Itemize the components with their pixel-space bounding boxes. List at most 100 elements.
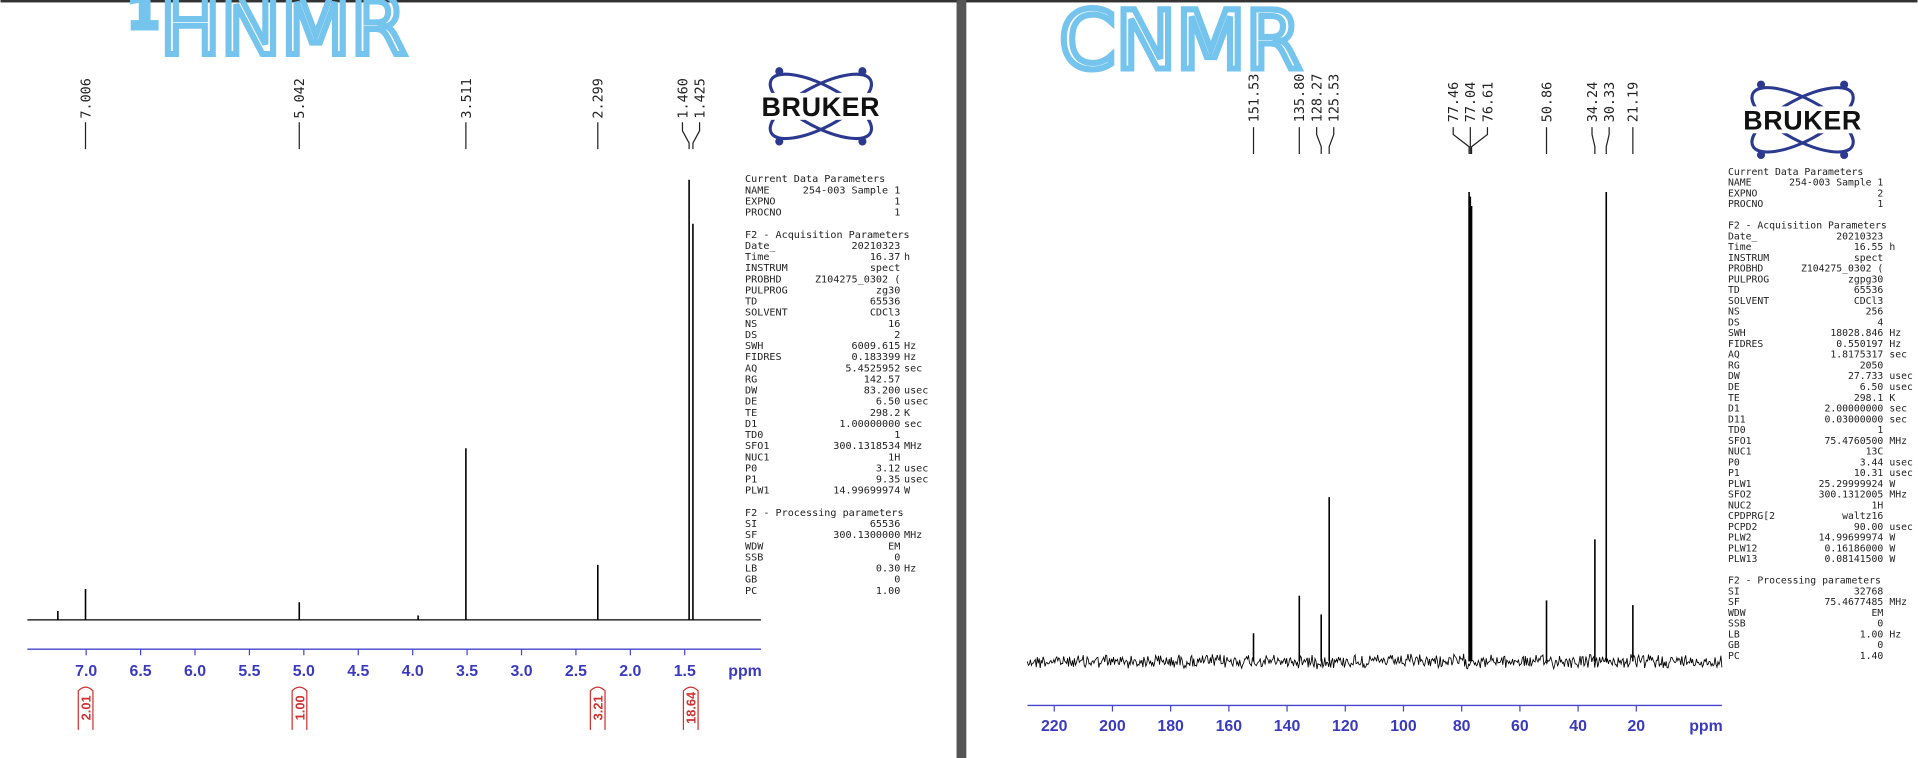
parameter-name: LB: [745, 564, 757, 575]
parameter-name: SF: [1728, 597, 1740, 608]
parameter-unit: usec: [904, 463, 928, 474]
logo-dot: [858, 137, 867, 146]
parameter-name: PLW13: [1728, 554, 1758, 565]
parameter-name: PROBHD: [1728, 264, 1763, 275]
parameter-value: 32768: [1854, 586, 1884, 597]
parameter-name: PCPD2: [1728, 522, 1758, 533]
parameter-value: 6.50: [876, 397, 900, 408]
parameter-name: GB: [1728, 640, 1740, 651]
parameter-name: PLW2: [1728, 533, 1752, 544]
logo-dot: [1756, 80, 1766, 89]
parameter-value: 14.99699974: [1819, 533, 1884, 544]
integral-label: 3.21: [591, 695, 606, 720]
integral-label: 1.00: [292, 695, 307, 720]
parameter-name: NUC1: [1728, 447, 1752, 458]
parameter-name: WDW: [1728, 608, 1746, 619]
parameter-unit: MHz: [1889, 436, 1907, 447]
x-tick-label: 60: [1511, 718, 1529, 735]
parameter-value: 2: [894, 330, 900, 341]
parameter-value: 90.00: [1854, 522, 1884, 533]
peak-label: 34.24: [1586, 82, 1601, 122]
logo-orbit: [1750, 86, 1855, 154]
parameter-value: 20210323: [852, 241, 901, 252]
parameter-value: 75.4760500: [1824, 436, 1883, 447]
parameter-value: CDCl3: [870, 308, 900, 319]
parameter-value: 2050: [1860, 360, 1884, 371]
x-tick-label: 3.0: [510, 663, 532, 680]
parameter-name: GB: [745, 575, 757, 586]
parameter-unit: h: [904, 252, 910, 263]
integral-bracket: [589, 686, 606, 730]
parameter-value: 1.00: [876, 586, 900, 597]
parameter-value: 9.35: [876, 475, 900, 486]
x-axis-label: ppm: [1689, 718, 1723, 735]
parameter-value: 65536: [1854, 285, 1884, 296]
integral-label: 18.64: [684, 691, 699, 724]
peak-label: 1.460: [676, 78, 691, 118]
peak-label: 77.46: [1447, 82, 1462, 122]
peak-label: 125.53: [1328, 74, 1343, 123]
x-tick-label: 3.5: [456, 663, 478, 680]
parameter-value: 0: [1877, 640, 1883, 651]
parameter-name: PULPROG: [745, 285, 788, 296]
parameter-unit: usec: [1889, 382, 1913, 393]
logo-orbit: [768, 72, 873, 141]
x-tick-label: 1.5: [674, 663, 696, 680]
x-tick-label: 6.0: [184, 663, 206, 680]
parameter-name: PLW12: [1728, 543, 1758, 554]
parameter-value: 83.200: [864, 386, 901, 397]
parameter-name: NS: [745, 319, 757, 330]
parameter-name: Time: [745, 252, 769, 263]
parameter-name: DW: [1728, 371, 1740, 382]
x-tick-label: 180: [1157, 718, 1184, 735]
parameter-name: Time: [1728, 242, 1752, 253]
parameter-value: 254-003 Sample 1: [1789, 178, 1883, 189]
peak-label: 76.61: [1481, 82, 1496, 122]
parameter-name: SFO1: [1728, 436, 1752, 447]
parameter-name: TD0: [1728, 425, 1746, 436]
parameter-name: PROCNO: [745, 208, 782, 219]
x-tick-label: 4.5: [347, 663, 369, 680]
parameter-name: DE: [745, 397, 757, 408]
parameter-name: SOLVENT: [1728, 296, 1769, 307]
parameter-name: INSTRUM: [745, 263, 788, 274]
peak-label: 128.27: [1311, 74, 1326, 123]
parameter-name: EXPNO: [1728, 188, 1758, 199]
peak-label-connector: [681, 122, 690, 150]
parameter-unit: usec: [904, 386, 928, 397]
parameter-name: LB: [1728, 629, 1740, 640]
logo-dot: [775, 67, 784, 76]
parameter-value: Z104275_0302 (: [815, 274, 900, 285]
parameter-name: FIDRES: [745, 352, 782, 363]
parameter-value: 300.1318534: [833, 441, 900, 452]
x-tick-label: 5.0: [293, 663, 315, 680]
logo-text: BRUKER: [762, 92, 881, 122]
x-tick-label: 220: [1041, 718, 1068, 735]
parameter-value: 5.4525952: [845, 363, 900, 374]
parameter-value: 27.733: [1848, 371, 1883, 382]
parameter-value: 1.00: [1860, 629, 1884, 640]
parameter-unit: Hz: [1889, 339, 1901, 350]
parameter-name: PROCNO: [1728, 199, 1763, 210]
parameter-name: TE: [1728, 393, 1740, 404]
parameter-value: 75.4677485: [1824, 597, 1883, 608]
peak-label: 7.006: [79, 78, 94, 118]
parameter-value: 1: [894, 430, 900, 441]
parameter-value: 0.183399: [852, 352, 901, 363]
parameter-unit: MHz: [1889, 490, 1907, 501]
integral-bracket: [77, 686, 94, 730]
integral-bracket: [291, 686, 308, 730]
parameter-name: Date_: [745, 241, 776, 252]
parameter-heading: F2 - Acquisition Parameters: [1728, 221, 1887, 232]
parameter-value: spect: [870, 263, 900, 274]
parameter-unit: sec: [1889, 404, 1907, 415]
x-tick-label: 2.5: [565, 663, 587, 680]
parameter-name: PLW1: [1728, 479, 1752, 490]
parameter-name: PROBHD: [745, 274, 782, 285]
parameter-unit: Hz: [904, 564, 916, 575]
x-tick-label: 200: [1099, 718, 1126, 735]
parameter-value: 300.1300000: [833, 530, 900, 541]
parameter-name: P0: [1728, 457, 1740, 468]
handwritten-title: ¹HNMR: [128, 0, 407, 74]
